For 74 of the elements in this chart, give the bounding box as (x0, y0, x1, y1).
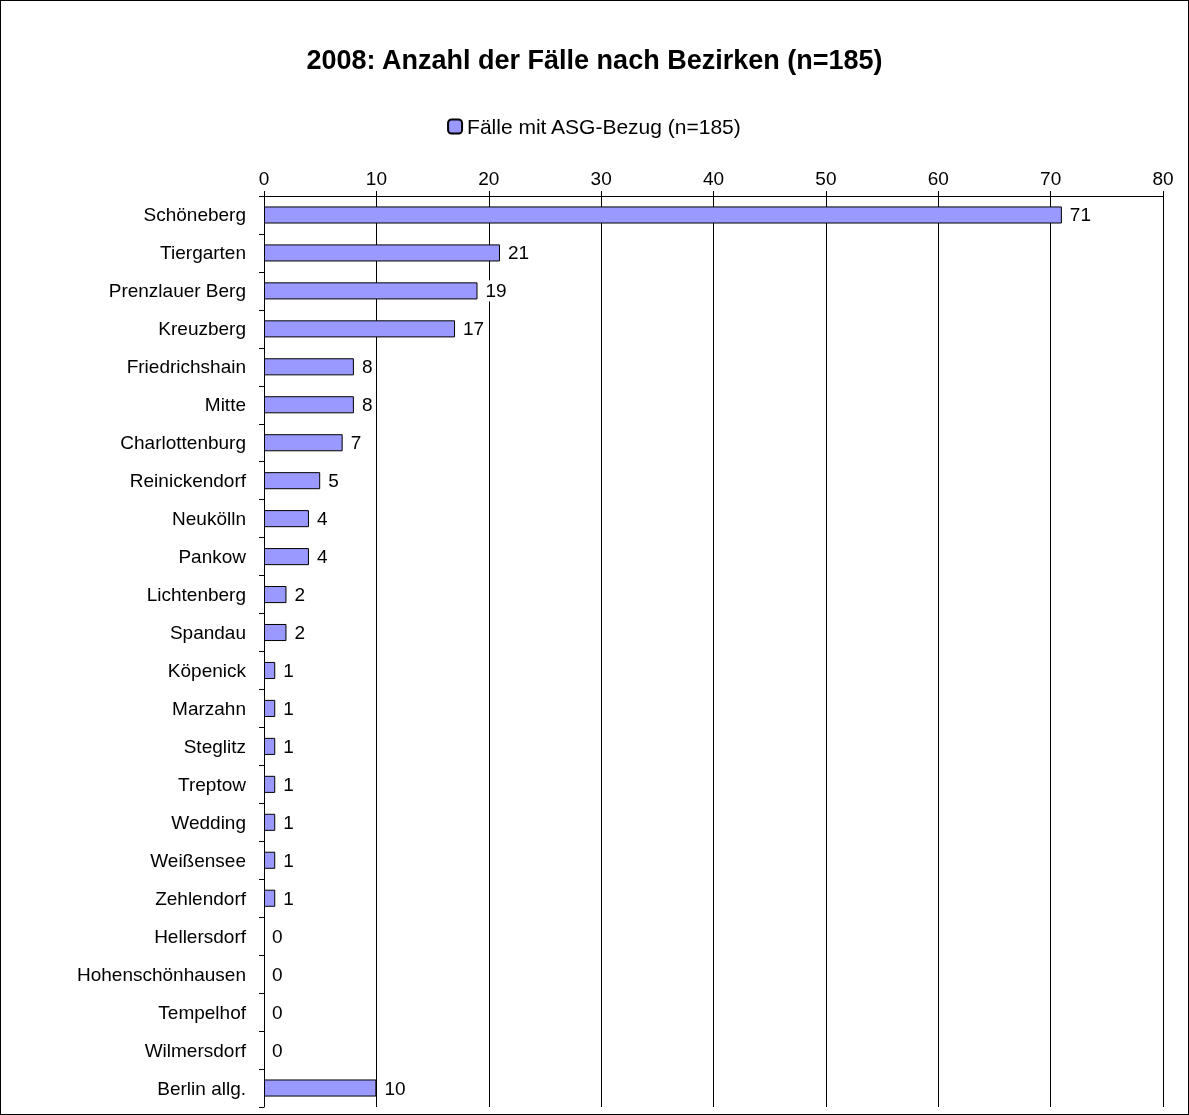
y-tick-label: Charlottenburg (120, 432, 246, 454)
x-tick-label: 50 (815, 168, 837, 189)
bar (264, 813, 276, 831)
data-label: 1 (283, 811, 294, 833)
bar (264, 661, 276, 680)
data-label: 8 (361, 394, 373, 416)
x-tick-label: 70 (1040, 168, 1062, 189)
bar (264, 699, 276, 717)
data-label: 1 (283, 697, 294, 719)
data-label: 4 (316, 508, 328, 530)
y-tick-label: Schöneberg (143, 204, 246, 226)
data-label: 71 (1069, 204, 1091, 226)
y-tick-label: Hohenschönhausen (76, 963, 246, 985)
y-tick-label: Wilmersdorf (144, 1039, 247, 1061)
y-tick-label: Berlin allg. (157, 1077, 246, 1099)
data-label: 17 (463, 318, 485, 340)
data-label: 1 (283, 773, 294, 795)
data-label: 1 (283, 659, 294, 681)
y-tick-label: Tiergarten (160, 242, 246, 264)
x-tick-label: 40 (702, 168, 725, 189)
x-tick-label: 10 (365, 168, 387, 189)
bar (264, 358, 354, 376)
legend-label: Fälle mit ASG-Bezug (n=185) (467, 115, 741, 138)
data-label: 5 (328, 470, 339, 492)
data-label: 1 (283, 887, 294, 909)
y-tick-label: Kreuzberg (158, 318, 246, 340)
data-label: 0 (272, 963, 283, 985)
y-tick-label: Marzahn (172, 697, 246, 719)
bar (264, 851, 276, 869)
x-tick-label: 20 (478, 168, 500, 189)
x-tick-label: 80 (1152, 168, 1174, 189)
bar (264, 586, 287, 604)
bar (264, 548, 309, 566)
chart-title: 2008: Anzahl der Fälle nach Bezirken (n=185) (306, 44, 883, 75)
data-label: 7 (350, 432, 362, 454)
y-tick-label: Spandau (169, 622, 246, 644)
bar (264, 623, 287, 642)
y-tick-label: Köpenick (167, 659, 247, 681)
y-tick-label: Wedding (171, 811, 246, 833)
bar (264, 434, 343, 452)
data-label: 0 (272, 925, 283, 947)
data-label: 21 (507, 242, 530, 264)
y-tick-label: Friedrichshain (126, 356, 246, 378)
x-tick-label: 60 (927, 168, 949, 189)
y-tick-label: Tempelhof (158, 1001, 247, 1023)
data-label: 0 (272, 1001, 283, 1023)
bar (264, 472, 321, 490)
data-label: 10 (384, 1077, 406, 1099)
data-label: 19 (485, 280, 507, 302)
data-label: 1 (283, 735, 294, 757)
data-label: 8 (361, 356, 373, 378)
y-tick-label: Pankow (178, 546, 247, 568)
data-label: 0 (272, 1039, 283, 1061)
y-tick-label: Weißensee (150, 849, 246, 871)
data-label: 2 (294, 584, 306, 606)
y-tick-label: Hellersdorf (154, 925, 247, 947)
data-label: 2 (294, 622, 306, 644)
y-tick-label: Treptow (178, 773, 247, 795)
bar (264, 775, 276, 793)
data-label: 1 (283, 849, 294, 871)
y-tick-label: Prenzlauer Berg (108, 280, 246, 302)
y-tick-label: Lichtenberg (146, 584, 246, 606)
x-tick-label: 0 (258, 168, 270, 189)
bar (264, 889, 276, 907)
y-tick-label: Mitte (204, 394, 246, 416)
bar (264, 396, 354, 414)
y-tick-label: Zehlendorf (155, 887, 247, 909)
data-label: 4 (316, 546, 328, 568)
bar (264, 510, 309, 528)
bar (264, 737, 276, 755)
y-tick-label: Reinickendorf (129, 470, 247, 492)
y-tick-label: Steglitz (183, 735, 246, 757)
y-tick-label: Neukölln (172, 508, 246, 530)
x-tick-label: 30 (590, 168, 612, 189)
